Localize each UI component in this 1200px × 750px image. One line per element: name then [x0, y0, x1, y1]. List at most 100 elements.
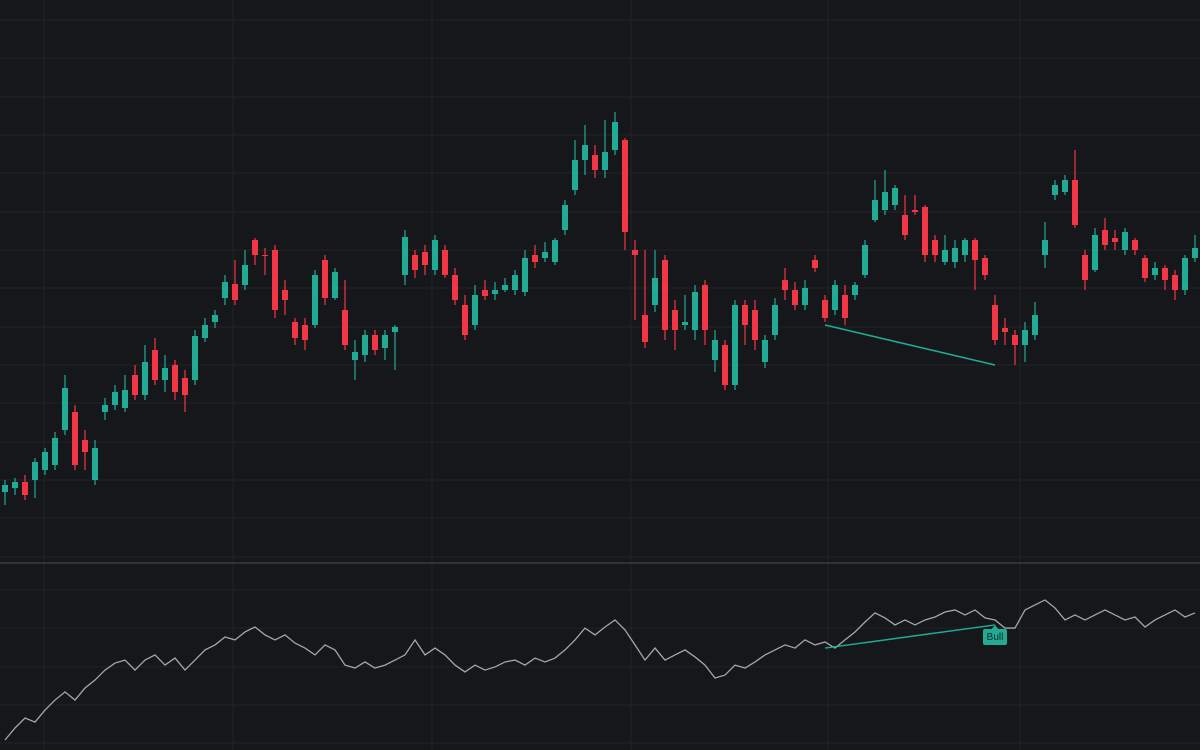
- candle-body: [772, 305, 778, 335]
- candle-body: [712, 340, 718, 360]
- divergence-rsi-line: [824, 624, 996, 649]
- candle-body: [632, 250, 638, 255]
- candle-body: [552, 240, 558, 262]
- rsi-line: [4, 599, 1196, 741]
- candle-body: [322, 260, 328, 298]
- candle-body: [1022, 330, 1028, 345]
- candle-body: [202, 325, 208, 338]
- candle-body: [152, 350, 158, 380]
- candle-body: [832, 285, 838, 310]
- candle-body: [1012, 335, 1018, 345]
- candle-body: [132, 375, 138, 395]
- candle-body: [1112, 238, 1118, 242]
- candle-body: [352, 352, 358, 360]
- candle-body: [52, 438, 58, 465]
- candle-body: [182, 378, 188, 395]
- candle-body: [62, 388, 68, 430]
- candle-body: [42, 452, 48, 470]
- candle-body: [2, 485, 8, 492]
- candle-body: [1182, 258, 1188, 290]
- candle-body: [372, 335, 378, 350]
- candle-body: [1052, 185, 1058, 195]
- candle-body: [652, 278, 658, 305]
- candle-body: [492, 290, 498, 294]
- candle-body: [432, 240, 438, 270]
- candle-body: [12, 482, 18, 488]
- label-box: [983, 628, 1007, 645]
- candle-body: [742, 305, 748, 325]
- candle-body: [1042, 240, 1048, 255]
- candle-body: [1072, 180, 1078, 225]
- candle-body: [572, 160, 578, 190]
- label-pointer: [991, 624, 999, 630]
- candle-body: [1142, 258, 1148, 278]
- candle-body: [992, 305, 998, 340]
- candle-body: [862, 245, 868, 275]
- candle-body: [762, 340, 768, 362]
- candle-body: [1122, 232, 1128, 250]
- candle-body: [922, 207, 928, 255]
- divergence-label: Bull: [987, 632, 1004, 643]
- candle-body: [692, 292, 698, 330]
- candle-body: [912, 210, 918, 212]
- candle-body: [1082, 255, 1088, 280]
- candle-body: [722, 345, 728, 385]
- candle-body: [312, 275, 318, 325]
- candle-body: [512, 275, 518, 290]
- candle-body: [32, 462, 38, 480]
- candle-body: [472, 295, 478, 325]
- candle-body: [82, 440, 88, 452]
- candle-body: [482, 290, 488, 296]
- candle-body: [102, 405, 108, 412]
- candle-body: [452, 275, 458, 300]
- candle-body: [812, 260, 818, 268]
- candle-body: [332, 272, 338, 298]
- candle-body: [522, 258, 528, 292]
- candle-body: [1002, 328, 1008, 332]
- candle-body: [402, 237, 408, 275]
- candle-body: [162, 368, 168, 380]
- candle-body: [262, 255, 268, 256]
- candle-body: [72, 412, 78, 465]
- candle-body: [892, 188, 898, 205]
- candle-body: [92, 448, 98, 480]
- candle-body: [592, 155, 598, 170]
- candle-body: [302, 325, 308, 340]
- candle-body: [612, 122, 618, 150]
- candle-body: [872, 200, 878, 220]
- divergence-price-line: [824, 324, 996, 366]
- candle-body: [412, 255, 418, 270]
- candle-body: [732, 305, 738, 385]
- candle-body: [932, 240, 938, 255]
- candle-body: [222, 282, 228, 298]
- candle-body: [212, 315, 218, 322]
- candle-body: [502, 285, 508, 290]
- candle-body: [562, 205, 568, 230]
- candle-body: [542, 252, 548, 258]
- candle-body: [272, 250, 278, 310]
- candle-body: [802, 288, 808, 305]
- candle-body: [292, 322, 298, 338]
- candle-body: [1152, 268, 1158, 275]
- candle-body: [282, 290, 288, 300]
- candle-body: [672, 310, 678, 330]
- candle-body: [442, 250, 448, 275]
- candle-body: [342, 310, 348, 345]
- candle-body: [702, 285, 708, 330]
- candle-body: [142, 362, 148, 395]
- candle-body: [972, 240, 978, 260]
- candle-body: [752, 310, 758, 340]
- candle-body: [642, 315, 648, 342]
- candle-body: [172, 365, 178, 392]
- candle-body: [1092, 235, 1098, 270]
- candle-body: [232, 284, 238, 300]
- candle-body: [252, 240, 258, 255]
- candle-body: [602, 152, 608, 170]
- candle-body: [1162, 268, 1168, 280]
- candle-body: [852, 285, 858, 295]
- candle-body: [422, 252, 428, 265]
- candle-body: [662, 260, 668, 330]
- candle-body: [382, 335, 388, 348]
